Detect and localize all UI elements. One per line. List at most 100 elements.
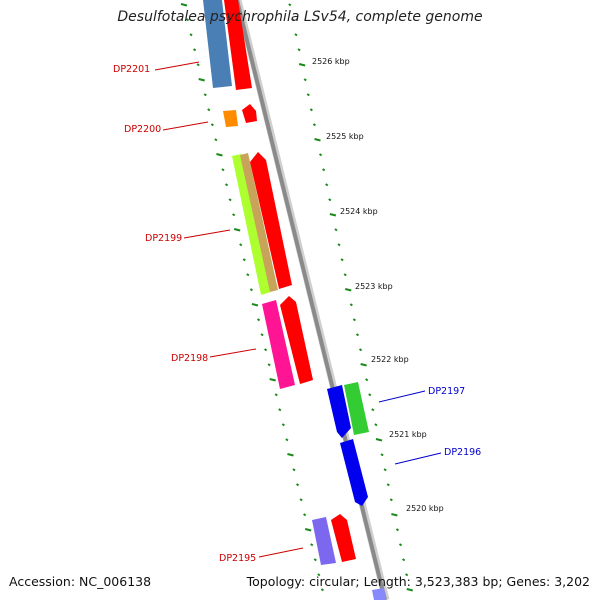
kbp-label-2522: 2522 kbp: [371, 355, 409, 364]
genome-backbone: [235, 0, 387, 600]
outer-track-tick: [375, 438, 383, 442]
outer-track-tick: [380, 453, 384, 457]
inner-track-tick: [189, 33, 193, 37]
leader-dp2196: [394, 452, 442, 465]
outer-track-tick: [343, 273, 347, 277]
gene-dp2197[interactable]: [327, 382, 369, 438]
inner-track-tick: [207, 108, 211, 112]
inner-track-tick: [224, 183, 229, 187]
gene-arrow-dp2200-red: [242, 104, 257, 123]
kbp-label-2521: 2521 kbp: [389, 430, 427, 439]
inner-track-tick: [233, 228, 241, 232]
leader-dp2198: [209, 348, 257, 358]
label-dp2201[interactable]: DP2201: [113, 64, 150, 75]
inner-track-tick: [287, 453, 294, 457]
kbp-label-2526: 2526 kbp: [312, 57, 350, 66]
inner-track-tick: [304, 528, 312, 532]
inner-track-tick: [196, 63, 200, 67]
inner-track-tick: [310, 543, 314, 547]
inner-track-tick: [221, 168, 225, 172]
label-dp2200[interactable]: DP2200: [124, 124, 161, 135]
outer-track-tick: [374, 423, 378, 427]
gene-bar-dp2199-lime: [232, 154, 271, 295]
inner-dotted-track: [180, 3, 324, 592]
leader-dp2197: [378, 390, 426, 403]
outer-track-tick: [398, 543, 403, 547]
scale-labels: 2526 kbp 2525 kbp 2524 kbp 2523 kbp 2522…: [312, 57, 444, 513]
inner-track-tick: [198, 78, 205, 82]
gene-dp2200[interactable]: [223, 104, 257, 127]
outer-track-tick: [322, 168, 326, 172]
outer-track-tick: [406, 588, 413, 592]
outer-track-tick: [298, 63, 306, 67]
inner-track-tick: [228, 198, 232, 202]
outer-track-tick: [303, 78, 307, 82]
gene-fragment-bottom-blue: [372, 588, 386, 600]
gene-dp2195[interactable]: [312, 514, 356, 565]
outer-track-tick: [368, 393, 372, 397]
outer-track-tick: [349, 303, 353, 307]
outer-track-tick: [386, 483, 390, 487]
outer-track-tick: [337, 243, 341, 247]
inner-track-tick: [239, 243, 243, 247]
kbp-label-2525: 2525 kbp: [326, 132, 364, 141]
inner-track-tick: [292, 468, 296, 472]
kbp-label-2520: 2520 kbp: [406, 504, 444, 513]
inner-track-tick: [210, 123, 214, 127]
inner-track-tick: [192, 48, 197, 52]
label-dp2197[interactable]: DP2197: [428, 386, 465, 397]
inner-track-tick: [249, 288, 253, 292]
gene-bar-dp2200-orange: [223, 110, 238, 127]
outer-track-tick: [352, 318, 356, 322]
label-dp2199[interactable]: DP2199: [145, 233, 182, 244]
outer-dotted-track: [288, 3, 413, 592]
inner-track-tick: [274, 393, 278, 397]
inner-track-tick: [242, 258, 246, 262]
inner-track-tick: [263, 348, 268, 352]
gene-labels: DP2201 DP2200 DP2199 DP2198 DP2197 DP219…: [113, 61, 481, 564]
inner-track-tick: [317, 573, 321, 577]
gene-arrow-dp2195-red: [331, 514, 356, 562]
outer-track-tick: [395, 528, 400, 532]
label-dp2196[interactable]: DP2196: [444, 447, 481, 458]
inner-track-tick: [269, 378, 276, 382]
outer-track-tick: [391, 513, 398, 517]
inner-track-tick: [295, 483, 300, 487]
label-dp2198[interactable]: DP2198: [171, 353, 208, 364]
outer-track-tick: [306, 93, 310, 97]
inner-track-tick: [285, 438, 289, 442]
outer-track-tick: [383, 468, 387, 472]
leader-dp2199: [183, 229, 231, 239]
outer-track-tick: [318, 153, 323, 157]
gene-dp2201[interactable]: [203, 0, 252, 90]
inner-track-tick: [214, 138, 218, 142]
gene-arrow-dp2199-red: [250, 152, 292, 289]
gene-dp2198[interactable]: [262, 296, 313, 389]
kbp-label-2524: 2524 kbp: [340, 207, 378, 216]
outer-track-tick: [345, 288, 352, 292]
inner-track-tick: [260, 333, 264, 337]
gene-bar-dp2197-green: [344, 382, 369, 435]
leader-dp2201: [154, 61, 200, 71]
outer-track-tick: [389, 498, 393, 502]
kbp-label-2523: 2523 kbp: [355, 282, 393, 291]
gene-dp2199[interactable]: [232, 152, 292, 295]
inner-track-tick: [256, 318, 261, 322]
outer-track-tick: [329, 213, 337, 217]
inner-track-tick: [185, 18, 190, 22]
gene-dp2196[interactable]: [340, 439, 368, 506]
leader-dp2195: [258, 547, 304, 558]
outer-track-tick: [360, 363, 367, 367]
label-dp2195[interactable]: DP2195: [219, 553, 256, 564]
inner-track-tick: [281, 423, 285, 427]
outer-track-tick: [365, 378, 369, 382]
inner-track-tick: [267, 363, 271, 367]
gene-bar-dp2199-tan: [240, 153, 278, 292]
outer-track-tick: [288, 3, 292, 7]
accession-label: Accession: NC_006138: [9, 574, 152, 589]
outer-track-tick: [309, 108, 313, 112]
genome-summary-label: Topology: circular; Length: 3,523,383 bp…: [246, 574, 590, 589]
inner-track-tick: [203, 93, 207, 97]
inner-track-tick: [320, 588, 324, 592]
